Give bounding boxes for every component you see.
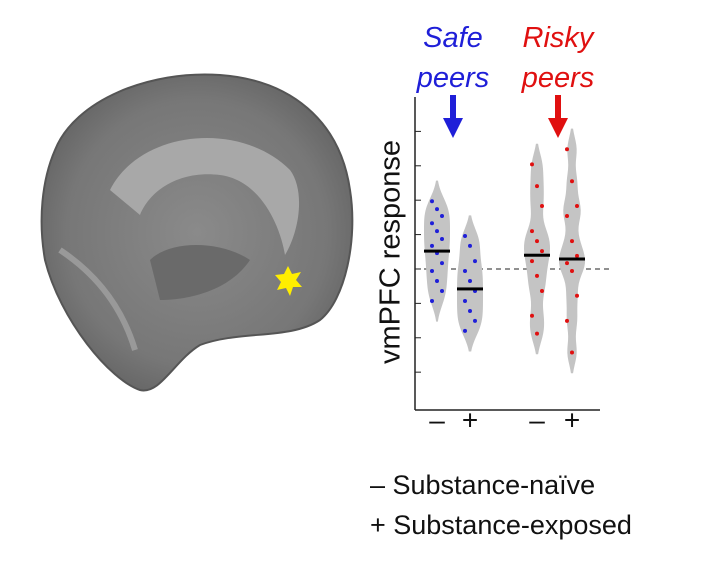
data-point bbox=[473, 318, 477, 323]
data-point bbox=[440, 261, 444, 266]
data-point bbox=[473, 259, 477, 264]
legend-entry: + Substance-exposed bbox=[370, 510, 632, 540]
mean-bar bbox=[524, 253, 550, 257]
x-tick-label: – bbox=[429, 404, 445, 435]
data-point bbox=[535, 239, 539, 244]
data-point bbox=[468, 243, 472, 248]
data-point bbox=[430, 269, 434, 274]
data-point bbox=[440, 237, 444, 242]
data-point bbox=[565, 147, 569, 152]
data-point bbox=[430, 243, 434, 248]
data-point bbox=[463, 233, 467, 238]
data-point bbox=[530, 162, 534, 167]
data-point bbox=[570, 239, 574, 244]
data-point bbox=[540, 204, 544, 209]
data-point bbox=[435, 279, 439, 284]
data-point bbox=[430, 298, 434, 303]
data-point bbox=[535, 331, 539, 336]
data-point bbox=[468, 308, 472, 313]
data-point bbox=[530, 229, 534, 234]
data-point bbox=[565, 318, 569, 323]
data-point bbox=[430, 199, 434, 204]
data-point bbox=[463, 298, 467, 303]
data-point bbox=[535, 184, 539, 189]
data-point bbox=[570, 269, 574, 274]
x-tick-label: – bbox=[529, 404, 545, 435]
arrow-head bbox=[443, 118, 463, 138]
data-point bbox=[430, 221, 434, 226]
data-point bbox=[440, 288, 444, 293]
data-point bbox=[540, 288, 544, 293]
data-point bbox=[463, 328, 467, 333]
data-point bbox=[435, 229, 439, 234]
data-point bbox=[575, 293, 579, 298]
data-point bbox=[540, 249, 544, 254]
mean-bar bbox=[457, 287, 483, 291]
group-label: Risky peers bbox=[521, 22, 595, 94]
data-point bbox=[570, 179, 574, 184]
data-point bbox=[440, 214, 444, 219]
data-point bbox=[575, 253, 579, 258]
violin bbox=[559, 128, 585, 374]
legend-entry: – Substance-naïve bbox=[370, 470, 596, 500]
violin bbox=[457, 215, 483, 352]
data-point bbox=[530, 259, 534, 264]
x-tick-label: + bbox=[564, 404, 580, 435]
brain-image bbox=[40, 73, 354, 392]
arrow-head bbox=[548, 118, 568, 138]
data-point bbox=[463, 269, 467, 274]
data-point bbox=[435, 207, 439, 212]
violin bbox=[524, 143, 550, 355]
data-point bbox=[565, 214, 569, 219]
mean-bar bbox=[424, 249, 450, 253]
data-point bbox=[468, 279, 472, 284]
x-tick-label: + bbox=[462, 404, 478, 435]
data-point bbox=[565, 261, 569, 266]
y-axis-label: vmPFC response bbox=[375, 140, 407, 364]
data-point bbox=[530, 313, 534, 318]
data-point bbox=[575, 204, 579, 209]
mean-bar bbox=[559, 257, 585, 261]
group-label: Safe peers bbox=[416, 22, 490, 94]
data-point bbox=[535, 273, 539, 278]
data-point bbox=[570, 350, 574, 355]
